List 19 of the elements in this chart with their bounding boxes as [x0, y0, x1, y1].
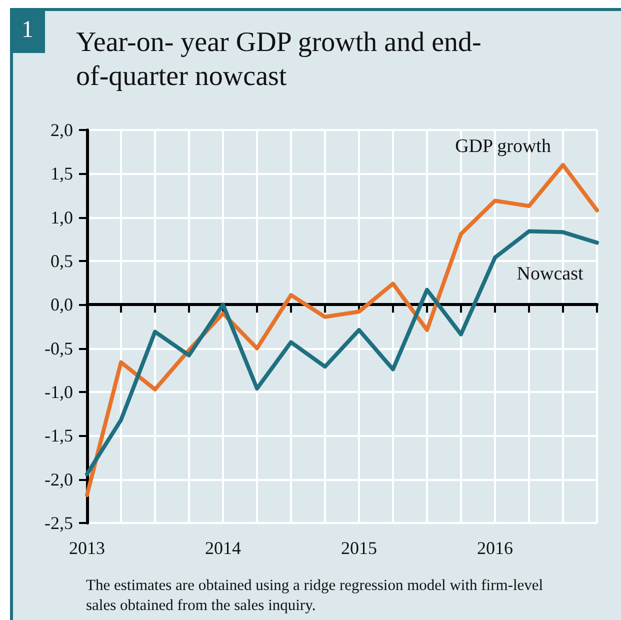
x-tick-label: 2014: [205, 538, 241, 558]
text: 1: [10, 8, 45, 53]
chart-title: Year-on- year GDP growth and end-of-quarter nowcast: [76, 26, 482, 94]
text: The estimates are obtained using a ridge regression model with firm-level sales obtained from the sales inquiry.: [86, 576, 544, 616]
y-tick-label: 0,5: [50, 251, 73, 271]
x-tick-label: 2016: [477, 538, 513, 558]
y-tick-label: 1,5: [50, 164, 73, 184]
series-label: Nowcast: [516, 264, 584, 285]
y-tick-label: 2,0: [50, 120, 73, 140]
series-label: GDP growth: [455, 136, 552, 157]
y-tick-label: -1,0: [44, 382, 73, 402]
y-tick-label: -2,0: [44, 469, 73, 490]
y-tick-label: -2,5: [44, 513, 73, 533]
y-tick-label: 0,0: [50, 294, 73, 315]
x-tick-label: 2015: [341, 538, 377, 558]
y-tick-label: -0,5: [44, 338, 73, 358]
x-tick-label: 2013: [69, 538, 105, 558]
y-tick-label: 1,0: [50, 207, 73, 228]
y-tick-label: -1,5: [44, 426, 73, 446]
